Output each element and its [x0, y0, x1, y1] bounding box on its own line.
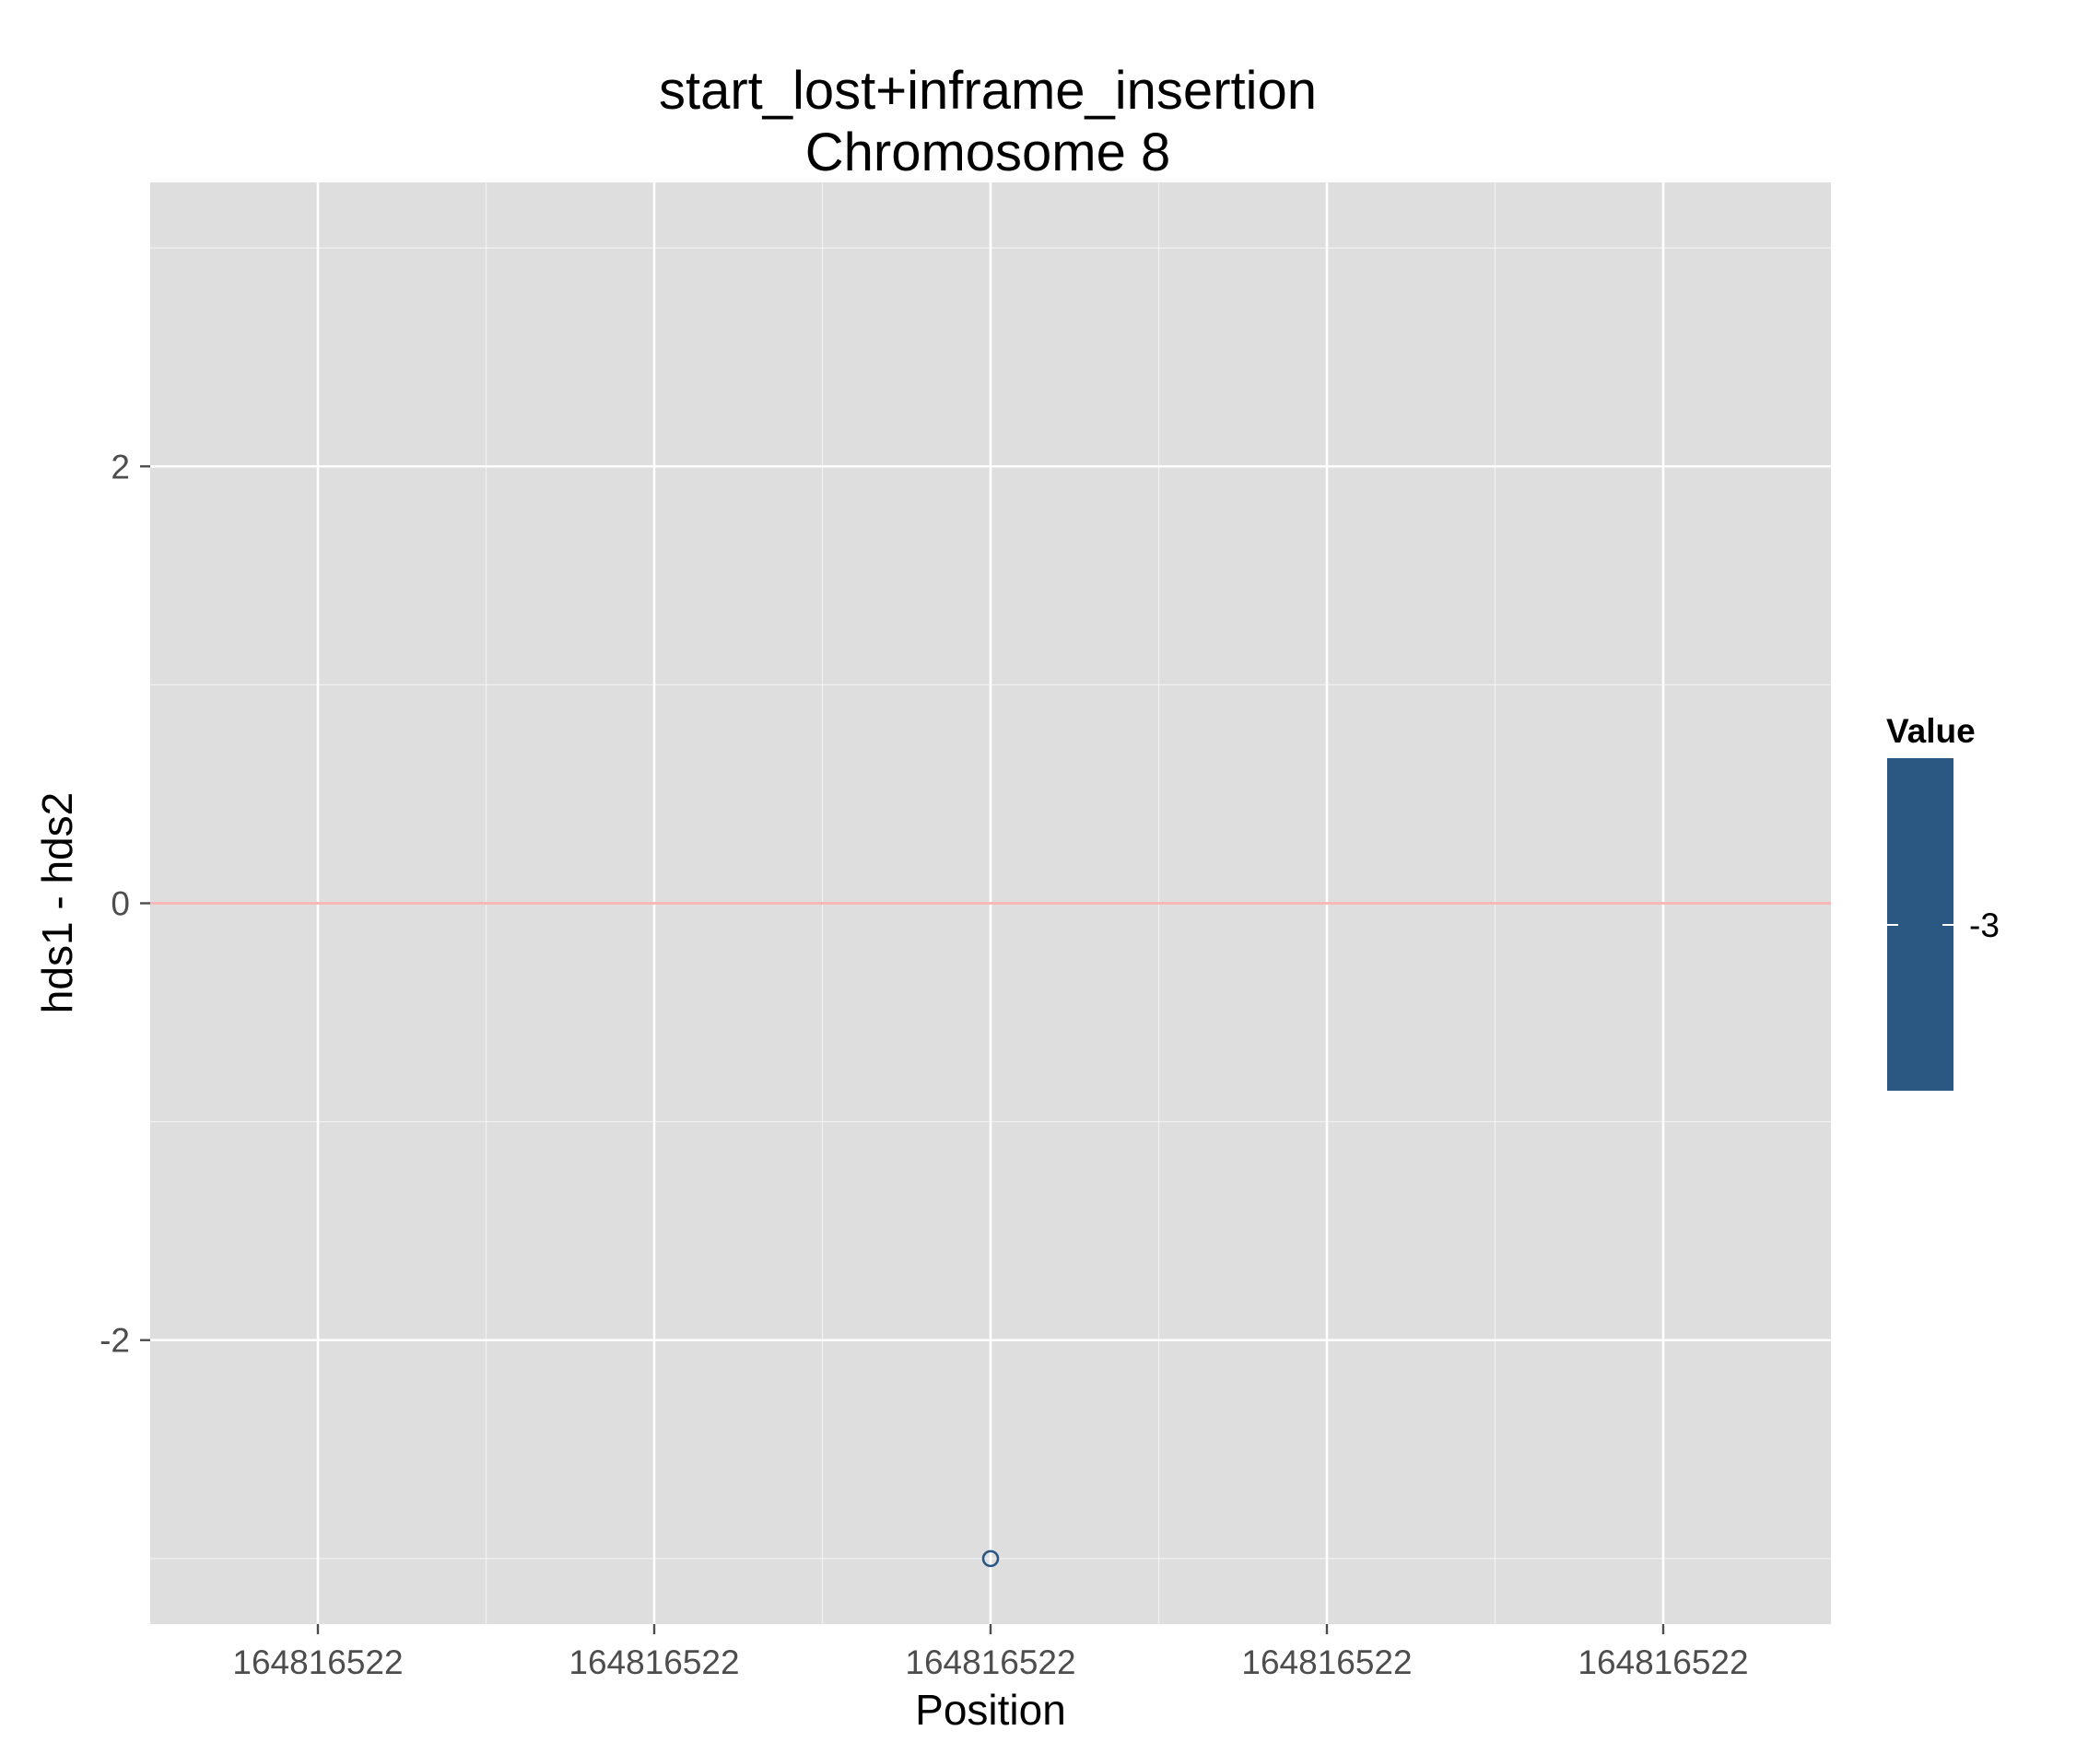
x-tick-label: 164816522	[905, 1643, 1075, 1681]
legend-title: Value	[1886, 712, 1976, 750]
x-axis: 164816522 164816522 164816522 164816522 1648…	[232, 1624, 1749, 1681]
y-axis-label: hds1 - hds2	[33, 792, 81, 1013]
legend-label: -3	[1969, 906, 2000, 944]
data-points	[981, 1549, 1000, 1568]
x-tick-label: 164816522	[232, 1643, 403, 1681]
legend: Value -3	[1886, 712, 2000, 1091]
y-axis: -2 0 2	[100, 448, 150, 1360]
y-tick-label: -2	[100, 1322, 130, 1360]
y-tick-label: 2	[111, 448, 130, 485]
x-tick-label: 164816522	[1578, 1643, 1748, 1681]
x-tick-label: 164816522	[569, 1643, 739, 1681]
data-point	[981, 1549, 1000, 1568]
chart-title: start_lost+inframe_insertion	[659, 61, 1317, 121]
x-tick-label: 164816522	[1241, 1643, 1412, 1681]
chart-subtitle: Chromosome 8	[805, 123, 1170, 182]
y-tick-label: 0	[111, 885, 130, 923]
x-axis-label: Position	[915, 1686, 1066, 1734]
